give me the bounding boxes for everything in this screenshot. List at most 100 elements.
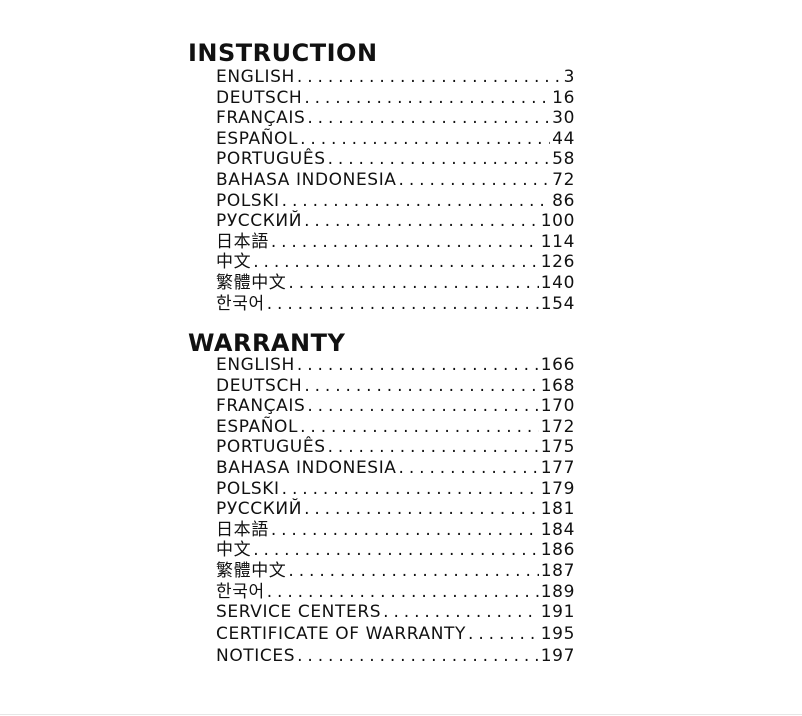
dot-leader bbox=[383, 602, 539, 623]
toc-entry-label: 한국어 bbox=[216, 293, 265, 314]
toc-entry: 한국어 189 bbox=[216, 582, 575, 603]
toc-entry: РУССКИЙ 100 bbox=[216, 211, 575, 232]
toc-entry-label: FRANÇAIS bbox=[216, 396, 306, 417]
toc-entry-page: 168 bbox=[540, 375, 575, 396]
toc-entry-page: 58 bbox=[552, 149, 575, 170]
toc-entry: 繁體中文 187 bbox=[216, 561, 575, 582]
warranty-toc-list: ENGLISH 166 DEUTSCH 168 FRANÇAIS 170 ESPAÑOL 17… bbox=[216, 355, 575, 667]
toc-entry-label: SERVICE CENTERS bbox=[216, 602, 382, 623]
dot-leader bbox=[253, 252, 539, 273]
toc-entry: POLSKI 86 bbox=[216, 191, 575, 212]
dot-leader bbox=[328, 149, 551, 170]
toc-entry-label: DEUTSCH bbox=[216, 87, 303, 108]
dot-leader bbox=[304, 376, 538, 397]
toc-entry-label: ESPAÑOL bbox=[216, 128, 299, 149]
toc-entry: ESPAÑOL 172 bbox=[216, 417, 575, 438]
toc-entry-label: ENGLISH bbox=[216, 355, 295, 375]
toc-entry-page: 195 bbox=[540, 624, 575, 645]
toc-entry: DEUTSCH 168 bbox=[216, 376, 575, 397]
toc-entry-page: 30 bbox=[552, 108, 575, 129]
toc-entry-page: 177 bbox=[540, 457, 575, 478]
toc-entry-label: POLSKI bbox=[216, 190, 280, 211]
toc-entry: 日本語 114 bbox=[216, 232, 575, 253]
dot-leader bbox=[282, 479, 539, 500]
page-bottom-divider bbox=[0, 714, 802, 715]
toc-entry-label: ESPAÑOL bbox=[216, 416, 299, 437]
toc-entry: FRANÇAIS 30 bbox=[216, 108, 575, 129]
dot-leader bbox=[282, 191, 551, 212]
toc-entry-page: 3 bbox=[563, 67, 575, 87]
toc-entry-label: BAHASA INDONESIA bbox=[216, 457, 397, 478]
toc-entry-page: 181 bbox=[540, 499, 575, 520]
toc-entry: DEUTSCH 16 bbox=[216, 88, 575, 109]
toc-entry: 中文 126 bbox=[216, 252, 575, 273]
dot-leader bbox=[297, 646, 539, 667]
toc-entry-label: 한국어 bbox=[216, 581, 265, 602]
toc-entry-page: 72 bbox=[552, 169, 575, 190]
dot-leader bbox=[297, 67, 562, 88]
toc-entry-page: 44 bbox=[552, 128, 575, 149]
toc-entry-label: 中文 bbox=[216, 540, 252, 561]
toc-entry: РУССКИЙ 181 bbox=[216, 499, 575, 520]
toc-entry: SERVICE CENTERS 191 bbox=[216, 602, 575, 623]
toc-entry-page: 154 bbox=[540, 293, 575, 314]
toc-entry-page: 166 bbox=[540, 355, 575, 375]
instruction-toc-list: ENGLISH3DEUTSCH16FRANÇAIS30ESPAÑOL44PORT… bbox=[216, 67, 575, 314]
toc-entry: NOTICES 197 bbox=[216, 646, 575, 667]
dot-leader bbox=[468, 624, 539, 645]
dot-leader bbox=[271, 232, 539, 253]
toc-entry: PORTUGUÊS 58 bbox=[216, 149, 575, 170]
toc-entry: BAHASA INDONESIA 177 bbox=[216, 458, 575, 479]
toc-entry-label: ENGLISH bbox=[216, 67, 295, 87]
dot-leader bbox=[267, 294, 539, 315]
toc-entry: 中文 186 bbox=[216, 540, 575, 561]
toc-entry-label: 繁體中文 bbox=[216, 272, 287, 293]
dot-leader bbox=[307, 108, 550, 129]
toc-entry-label: POLSKI bbox=[216, 478, 280, 499]
toc-entry: PORTUGUÊS 175 bbox=[216, 437, 575, 458]
toc-entry-page: 191 bbox=[540, 602, 575, 623]
toc-entry-label: PORTUGUÊS bbox=[216, 437, 326, 458]
toc-entry-label: РУССКИЙ bbox=[216, 211, 303, 232]
toc-entry: FRANÇAIS 170 bbox=[216, 396, 575, 417]
dot-leader bbox=[300, 417, 539, 438]
toc-entry-page: 189 bbox=[540, 581, 575, 602]
toc-entry-label: 日本語 bbox=[216, 231, 269, 252]
dot-leader bbox=[271, 520, 539, 541]
dot-leader bbox=[304, 499, 539, 520]
toc-entry-page: 16 bbox=[552, 87, 575, 108]
toc-entry-page: 114 bbox=[540, 231, 575, 252]
toc-entry-page: 100 bbox=[540, 211, 575, 232]
toc-entry-page: 170 bbox=[540, 396, 575, 417]
toc-entry-page: 172 bbox=[540, 416, 575, 437]
toc-entry-label: РУССКИЙ bbox=[216, 499, 303, 520]
dot-leader bbox=[267, 582, 539, 603]
toc-entry-page: 184 bbox=[540, 519, 575, 540]
dot-leader bbox=[399, 458, 539, 479]
toc-entry-page: 187 bbox=[540, 560, 575, 581]
toc-entry-page: 197 bbox=[540, 646, 575, 667]
toc-entry: ENGLISH 166 bbox=[216, 355, 575, 376]
warranty-heading: WARRANTY bbox=[188, 329, 346, 357]
toc-entry-label: BAHASA INDONESIA bbox=[216, 169, 397, 190]
toc-entry-label: FRANÇAIS bbox=[216, 108, 306, 129]
instruction-heading: INSTRUCTION bbox=[188, 39, 378, 67]
toc-entry: 日本語 184 bbox=[216, 520, 575, 541]
toc-entry-label: DEUTSCH bbox=[216, 375, 303, 396]
toc-entry: CERTIFICATE OF WARRANTY 195 bbox=[216, 624, 575, 645]
toc-entry: 繁體中文 140 bbox=[216, 273, 575, 294]
dot-leader bbox=[307, 396, 538, 417]
toc-entry-label: 中文 bbox=[216, 252, 252, 273]
toc-entry: 한국어 154 bbox=[216, 294, 575, 315]
dot-leader bbox=[300, 129, 550, 150]
toc-entry-page: 179 bbox=[540, 478, 575, 499]
toc-entry-label: PORTUGUÊS bbox=[216, 149, 326, 170]
toc-entry: ENGLISH 3 bbox=[216, 67, 575, 88]
toc-entry-label: 繁體中文 bbox=[216, 560, 287, 581]
dot-leader bbox=[399, 170, 551, 191]
dot-leader bbox=[304, 211, 539, 232]
dot-leader bbox=[288, 273, 538, 294]
toc-entry: POLSKI 179 bbox=[216, 479, 575, 500]
toc-entry: BAHASA INDONESIA 72 bbox=[216, 170, 575, 191]
dot-leader bbox=[328, 437, 539, 458]
